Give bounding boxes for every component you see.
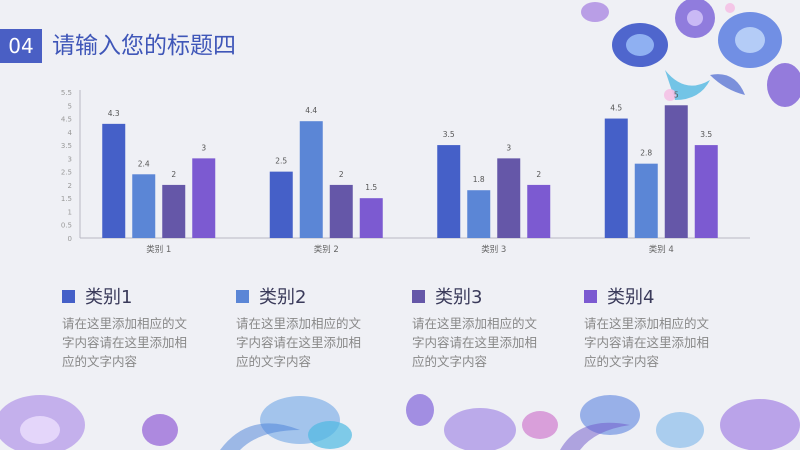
data-label: 4.5 bbox=[610, 104, 622, 113]
legend-description-4: 请在这里添加相应的文字内容请在这里添加相应的文字内容 bbox=[584, 316, 710, 369]
bar bbox=[329, 184, 353, 238]
bar bbox=[604, 118, 628, 238]
legend-description-3: 请在这里添加相应的文字内容请在这里添加相应的文字内容 bbox=[412, 316, 538, 369]
data-label: 1.8 bbox=[473, 175, 485, 184]
x-tick-label: 类别 1 bbox=[146, 244, 171, 255]
bar bbox=[269, 171, 293, 238]
legend-swatch-4 bbox=[584, 289, 597, 303]
bar bbox=[634, 163, 658, 238]
data-label: 4.3 bbox=[108, 109, 120, 118]
data-label: 2.5 bbox=[275, 157, 287, 166]
x-tick-label: 类别 3 bbox=[481, 244, 506, 255]
y-tick-label: 3.5 bbox=[61, 142, 72, 150]
legend-name-4: 类别4 bbox=[607, 287, 655, 308]
data-label: 2.4 bbox=[138, 159, 150, 168]
data-label: 2 bbox=[339, 170, 344, 179]
y-tick-label: 2 bbox=[68, 182, 72, 190]
legend-swatch-3 bbox=[412, 289, 425, 303]
data-label: 3.5 bbox=[700, 130, 712, 139]
data-label: 4.4 bbox=[305, 106, 317, 115]
legend: 类别1 请在这里添加相应的文字内容请在这里添加相应的文字内容 类别2 请在这里添… bbox=[0, 282, 800, 372]
legend-item-2: 类别2 请在这里添加相应的文字内容请在这里添加相应的文字内容 bbox=[236, 282, 396, 371]
y-tick-label: 1.5 bbox=[61, 195, 72, 203]
y-tick-label: 2.5 bbox=[61, 169, 72, 177]
floral-decoration-top bbox=[581, 0, 800, 107]
data-label: 2.8 bbox=[640, 149, 652, 158]
bar bbox=[664, 105, 688, 238]
y-tick-label: 1 bbox=[68, 208, 72, 216]
legend-swatch-2 bbox=[236, 289, 249, 303]
bar bbox=[437, 145, 461, 238]
data-label: 5 bbox=[674, 90, 679, 99]
y-tick-label: 4 bbox=[68, 129, 73, 137]
bar-chart: 0 0.5 1 1.5 2 2.5 3 3.5 4 4.5 5 5.5 4.3 2.4 2 3 类别 1 2.5 4… bbox=[61, 89, 750, 255]
bar bbox=[162, 184, 186, 238]
y-tick-label: 0.5 bbox=[61, 222, 72, 230]
legend-name-3: 类别3 bbox=[435, 287, 483, 308]
legend-item-3: 类别3 请在这里添加相应的文字内容请在这里添加相应的文字内容 bbox=[412, 282, 572, 371]
bar bbox=[192, 158, 216, 238]
x-tick-label: 类别 4 bbox=[649, 244, 674, 255]
legend-item-1: 类别1 请在这里添加相应的文字内容请在这里添加相应的文字内容 bbox=[62, 282, 222, 371]
data-label: 3 bbox=[506, 143, 511, 152]
bar bbox=[527, 184, 551, 238]
data-label: 2 bbox=[171, 170, 176, 179]
y-tick-label: 3 bbox=[68, 155, 72, 163]
bar bbox=[467, 190, 491, 238]
data-label: 3 bbox=[201, 143, 206, 152]
bar bbox=[497, 158, 521, 238]
y-tick-label: 4.5 bbox=[61, 116, 72, 124]
data-label: 1.5 bbox=[365, 183, 377, 192]
legend-description-2: 请在这里添加相应的文字内容请在这里添加相应的文字内容 bbox=[236, 316, 362, 369]
floral-decoration-bottom bbox=[0, 394, 800, 450]
bar bbox=[102, 123, 126, 238]
bar bbox=[359, 198, 383, 238]
page-title: 请输入您的标题四 bbox=[52, 33, 236, 59]
data-label: 3.5 bbox=[443, 130, 455, 139]
bar bbox=[694, 145, 718, 238]
y-tick-label: 0 bbox=[68, 235, 72, 243]
data-label: 2 bbox=[536, 170, 541, 179]
legend-swatch-1 bbox=[62, 289, 75, 303]
legend-item-4: 类别4 请在这里添加相应的文字内容请在这里添加相应的文字内容 bbox=[584, 282, 744, 371]
y-tick-label: 5.5 bbox=[61, 89, 72, 97]
section-number: 04 bbox=[0, 29, 42, 63]
bar bbox=[299, 121, 323, 238]
bar bbox=[132, 174, 156, 238]
legend-name-1: 类别1 bbox=[85, 287, 133, 308]
legend-description-1: 请在这里添加相应的文字内容请在这里添加相应的文字内容 bbox=[62, 316, 188, 369]
legend-name-2: 类别2 bbox=[259, 287, 307, 308]
y-tick-label: 5 bbox=[68, 102, 72, 110]
x-tick-label: 类别 2 bbox=[314, 244, 339, 255]
